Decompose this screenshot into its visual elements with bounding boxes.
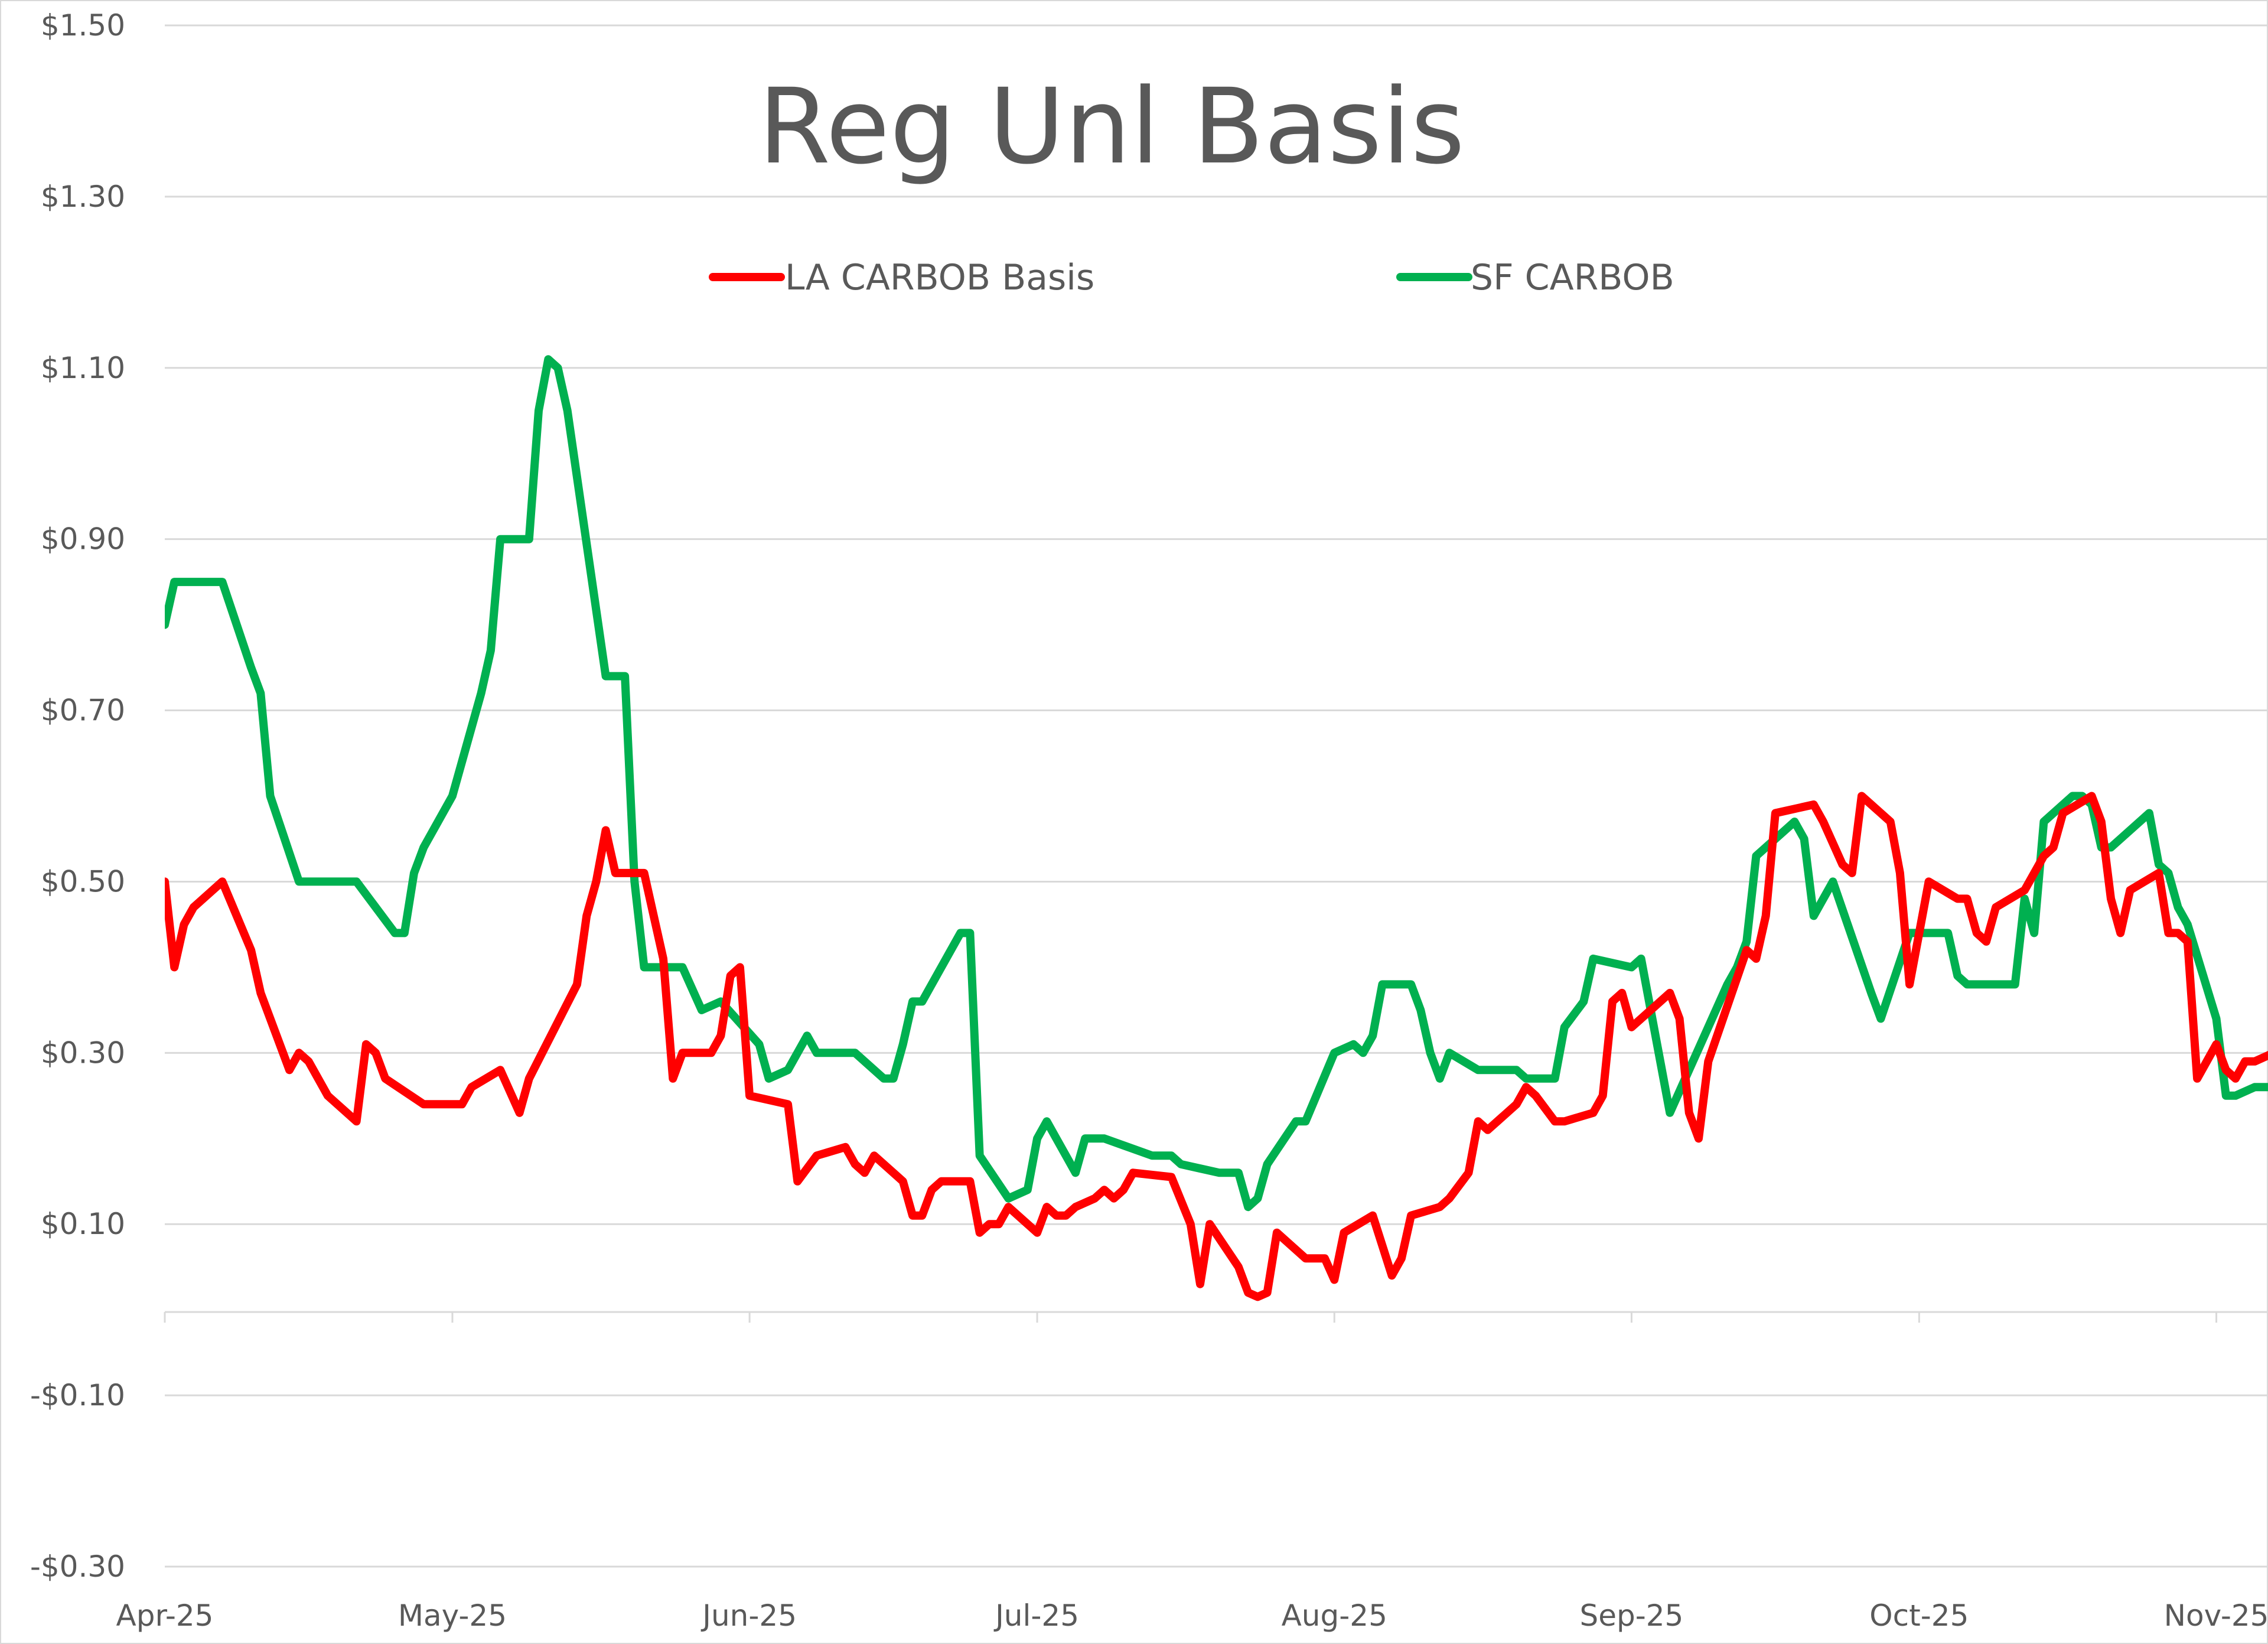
- legend-label-sf-carbob: SF CARBOB: [1471, 257, 1674, 298]
- y-tick-label: -$0.10: [30, 1378, 125, 1412]
- x-tick-label: Aug-25: [1282, 1599, 1387, 1633]
- y-tick-label: $0.70: [41, 694, 125, 728]
- y-tick-label: $0.50: [41, 864, 125, 898]
- x-tick-label: Sep-25: [1579, 1599, 1683, 1633]
- y-tick-label: $1.50: [41, 8, 125, 43]
- legend-item-la-carbob: LA CARBOB Basis: [709, 257, 1094, 298]
- x-tick-labels: Apr-25 May-25 Jun-25 Jul-25 Aug-25 Sep-25 Oct-…: [116, 1599, 2268, 1633]
- y-tick-label: $0.30: [41, 1036, 125, 1070]
- x-tick-label: Oct-25: [1869, 1599, 1969, 1633]
- series-lines: [165, 355, 2268, 1301]
- x-tick-label: May-25: [398, 1599, 507, 1633]
- x-tick-label: Apr-25: [116, 1599, 214, 1633]
- x-tick-label: Jul-25: [993, 1599, 1079, 1633]
- y-tick-label: $0.10: [41, 1207, 125, 1241]
- x-axis: [164, 1311, 2268, 1323]
- y-tick-label: -$0.30: [30, 1549, 125, 1584]
- legend-label-la-carbob: LA CARBOB Basis: [785, 257, 1094, 298]
- y-tick-label: $1.30: [41, 180, 125, 214]
- gridlines: [165, 24, 2268, 1568]
- x-tick-label: Jun-25: [700, 1599, 797, 1633]
- y-tick-labels: -$0.30 -$0.10 $0.10 $0.30 $0.50 $0.70 $0.90 $1.…: [30, 8, 125, 1584]
- y-tick-label: $1.10: [41, 351, 125, 385]
- y-tick-label: $0.90: [41, 522, 125, 556]
- x-tick-label: Nov-25: [2164, 1599, 2268, 1633]
- series-line-la-carbob: [165, 792, 2268, 1301]
- legend-item-sf-carbob: SF CARBOB: [1396, 257, 1674, 298]
- series-line-sf-carbob: [165, 355, 2268, 1212]
- legend: LA CARBOB Basis SF CARBOB: [709, 257, 1674, 298]
- chart-title: Reg Unl Basis: [758, 66, 1465, 187]
